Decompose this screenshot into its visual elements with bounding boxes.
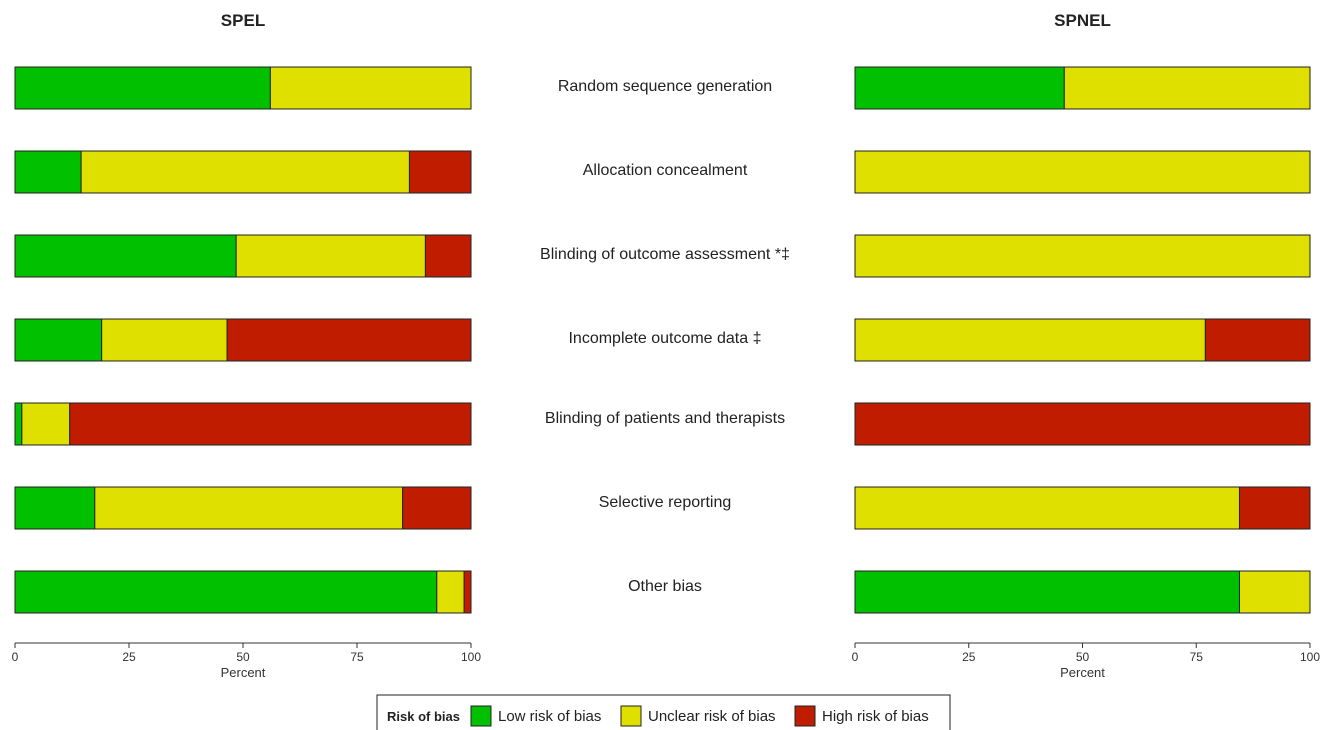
panel-spnel-title: SPNEL <box>1054 11 1111 30</box>
legend-swatch <box>794 705 816 727</box>
x-tick-label: 50 <box>1076 650 1090 664</box>
domain-label: Random sequence generation <box>558 78 772 95</box>
x-tick-label: 50 <box>236 650 250 664</box>
bar-segment-low-risk-of-bias <box>14 486 96 530</box>
domain-label: Selective reporting <box>599 494 732 511</box>
domain-label: Other bias <box>628 578 702 595</box>
x-axis-title: Percent <box>1060 665 1105 680</box>
bar-segment-unclear-risk-of-bias <box>1063 66 1311 110</box>
bar-segment-unclear-risk-of-bias <box>854 318 1206 362</box>
legend-label: Unclear risk of bias <box>648 708 776 725</box>
bar-segment-unclear-risk-of-bias <box>235 234 426 278</box>
domain-label: Allocation concealment <box>583 162 748 179</box>
x-tick-label: 0 <box>12 650 19 664</box>
x-axis-title: Percent <box>221 665 266 680</box>
bar-segment-unclear-risk-of-bias <box>269 66 472 110</box>
x-tick-label: 100 <box>461 650 481 664</box>
bar-segment-unclear-risk-of-bias <box>854 234 1311 278</box>
domain-label: Incomplete outcome data ‡ <box>568 330 761 347</box>
bar-segment-high-risk-of-bias <box>1204 318 1311 362</box>
bar-segment-unclear-risk-of-bias <box>854 150 1311 194</box>
x-tick-label: 0 <box>852 650 859 664</box>
legend-swatch <box>470 705 492 727</box>
domain-label: Blinding of patients and therapists <box>545 410 785 427</box>
bar-segment-high-risk-of-bias <box>424 234 472 278</box>
legend-label: Low risk of bias <box>498 708 601 725</box>
bar-segment-low-risk-of-bias <box>854 570 1240 614</box>
legend-items: Low risk of bias Unclear risk of bias High… <box>470 705 929 727</box>
domain-labels: Random sequence generation Allocation con… <box>540 78 790 595</box>
bar-segment-high-risk-of-bias <box>69 402 472 446</box>
x-tick-label: 25 <box>122 650 136 664</box>
x-tick-label: 25 <box>962 650 976 664</box>
bar-segment-high-risk-of-bias <box>408 150 472 194</box>
bar-segment-unclear-risk-of-bias <box>101 318 228 362</box>
bar-segment-high-risk-of-bias <box>1238 486 1311 530</box>
bar-segment-high-risk-of-bias <box>854 402 1311 446</box>
bar-segment-low-risk-of-bias <box>854 66 1065 110</box>
legend-label: High risk of bias <box>822 708 929 725</box>
chart-panels: SPEL 0 25 50 75 100 Percent SPNEL 0 25 50 75 100 Perc… <box>12 11 1321 680</box>
bar-segment-high-risk-of-bias <box>226 318 472 362</box>
bar-segment-unclear-risk-of-bias <box>854 486 1240 530</box>
bar-segment-low-risk-of-bias <box>14 66 271 110</box>
bar-segment-unclear-risk-of-bias <box>21 402 71 446</box>
bar-segment-unclear-risk-of-bias <box>94 486 404 530</box>
x-tick-label: 75 <box>350 650 364 664</box>
bar-segment-low-risk-of-bias <box>14 402 23 446</box>
bar-segment-unclear-risk-of-bias <box>436 570 465 614</box>
bar-segment-unclear-risk-of-bias <box>80 150 410 194</box>
x-tick-label: 75 <box>1190 650 1204 664</box>
x-tick-label: 100 <box>1300 650 1320 664</box>
legend-title: Risk of bias <box>387 709 460 724</box>
bar-segment-low-risk-of-bias <box>14 234 237 278</box>
panel-spnel: SPNEL 0 25 50 75 100 Percent <box>852 11 1321 680</box>
panel-spel: SPEL 0 25 50 75 100 Percent <box>12 11 482 680</box>
legend: Risk of bias Low risk of bias Unclear ris… <box>376 694 951 730</box>
bar-segment-low-risk-of-bias <box>14 318 103 362</box>
panel-spel-title: SPEL <box>221 11 265 30</box>
domain-label: Blinding of outcome assessment *‡ <box>540 246 790 263</box>
bar-segment-high-risk-of-bias <box>402 486 472 530</box>
bar-segment-low-risk-of-bias <box>14 150 82 194</box>
bar-segment-high-risk-of-bias <box>463 570 472 614</box>
legend-swatch <box>620 705 642 727</box>
bar-segment-low-risk-of-bias <box>14 570 438 614</box>
bar-segment-unclear-risk-of-bias <box>1238 570 1311 614</box>
